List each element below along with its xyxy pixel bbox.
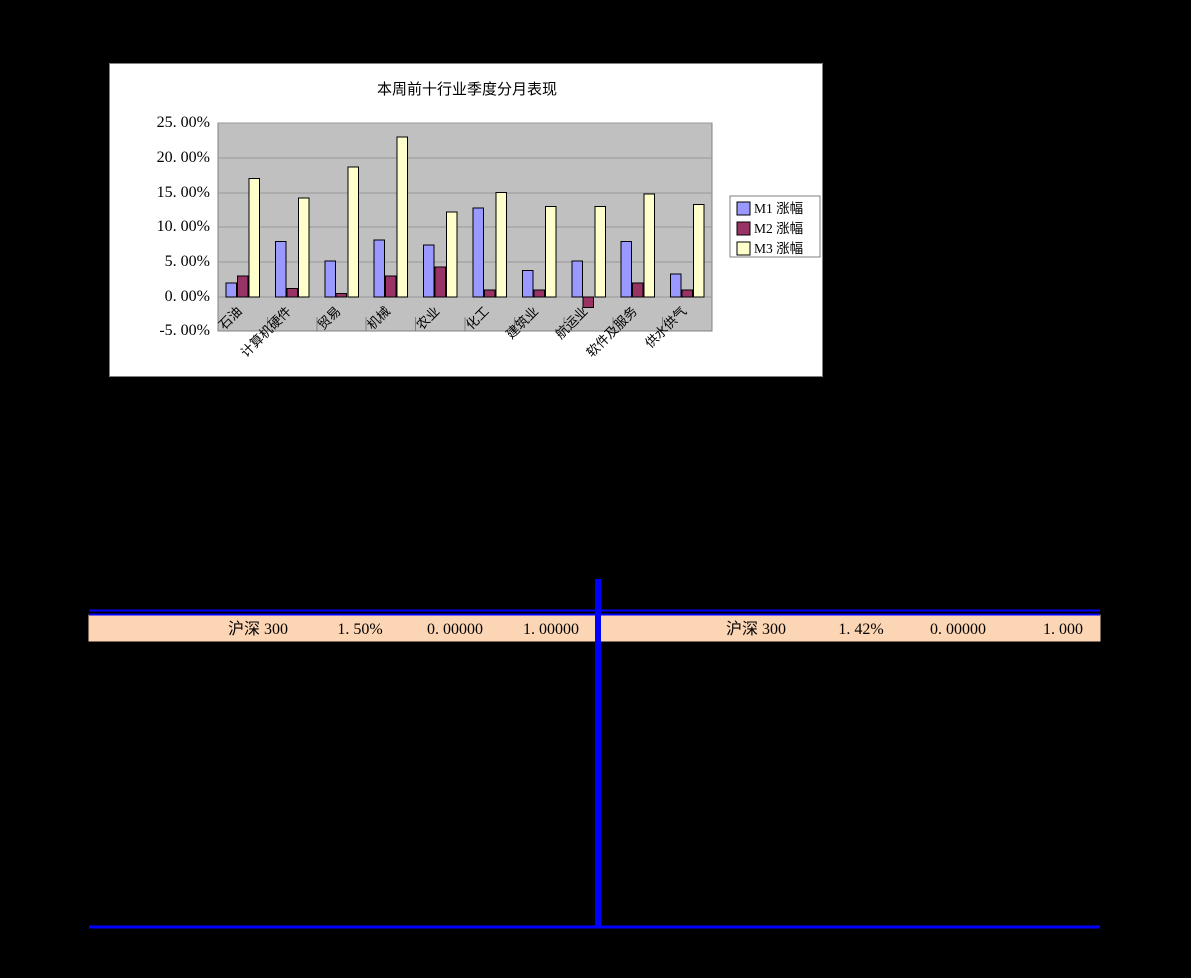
svg-text:1. 42%: 1. 42% <box>838 621 883 638</box>
svg-text:0. 00000: 0. 00000 <box>427 621 483 638</box>
svg-text:0. 00000: 0. 00000 <box>930 621 986 638</box>
svg-text:1. 00000: 1. 00000 <box>523 621 579 638</box>
svg-text:1. 50%: 1. 50% <box>337 621 382 638</box>
svg-text:1. 000: 1. 000 <box>1043 621 1083 638</box>
svg-text:沪深 300: 沪深 300 <box>726 620 786 638</box>
svg-text:沪深 300: 沪深 300 <box>228 620 288 638</box>
